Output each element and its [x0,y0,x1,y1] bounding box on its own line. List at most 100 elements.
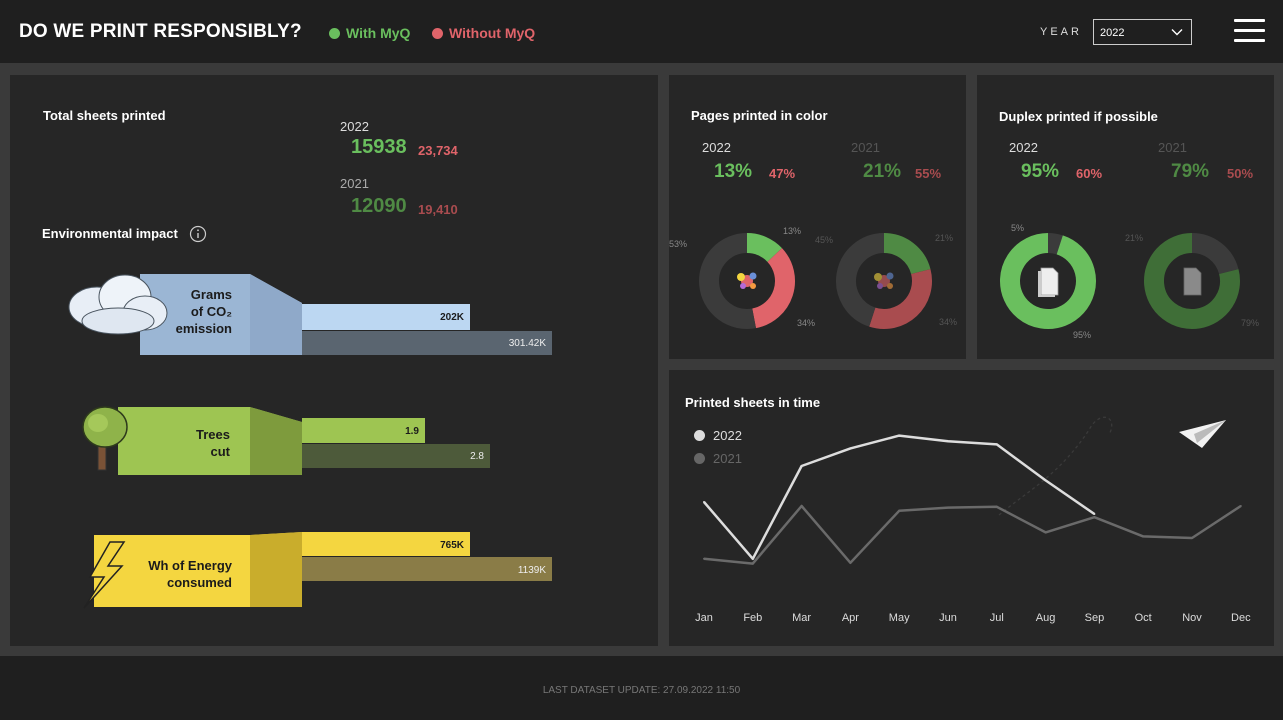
co2-2022-value: 202K [440,312,464,323]
donut-with-segment [883,233,931,275]
header-bar: DO WE PRINT RESPONSIBLY? With MyQ Withou… [0,0,1283,63]
donut-rest-segment [699,233,756,329]
trees-2021-bar [302,444,490,468]
chart-legend-2021[interactable]: 2021 [694,451,742,466]
data-point-2021 [898,509,901,512]
total-year-2021: 2021 [340,176,369,191]
paper-plane-icon [1179,420,1226,448]
x-tick-label: Oct [1135,612,1152,624]
color-2022-left-label: 53% [669,239,688,249]
paint-splash-icon [874,272,894,289]
x-tick-label: Apr [842,612,859,624]
duplex-2022-top-label: 5% [1011,223,1025,233]
duplex-2022-without: 60% [1076,166,1103,181]
co2-connector [250,274,302,355]
trees-label: Trees cut [196,427,230,459]
energy-label: Wh of Energy consumed [148,558,232,590]
x-tick-label: Jan [695,612,713,624]
co2-2021-bar [302,331,552,355]
data-point-2022 [800,465,803,467]
data-point-2022 [1044,479,1047,482]
color-year-2021: 2021 [851,140,880,155]
data-point-2021 [751,562,754,565]
color-year-2022: 2022 [702,140,731,155]
legend-label: With MyQ [346,25,411,41]
legend-dot-icon [432,27,443,39]
data-point-2022 [898,434,901,437]
x-tick-label: Mar [792,612,811,624]
environment-panel: Total sheets printed 2022 15938 23,734 2… [10,75,658,646]
legend-dot-icon [694,453,705,464]
total-sheets-title: Total sheets printed [43,108,166,123]
color-2021-with: 21% [863,161,902,182]
donut-rest-segment [1047,233,1063,255]
total-year-2022: 2022 [340,119,369,134]
donut-without-segment [751,248,795,329]
x-tick-label: Aug [1036,612,1056,624]
duplex-2021-bottom-label: 79% [1241,318,1260,328]
data-point-2021 [1044,531,1047,534]
data-point-2022 [947,440,949,443]
color-2021-left-label: 45% [815,235,834,245]
data-point-2021 [1239,505,1242,507]
legend-dot-icon [329,27,340,39]
duplex-2021-without: 50% [1227,166,1254,181]
document-icon [1038,267,1059,297]
trees-2022-value: 1.9 [405,426,419,437]
color-donuts [699,233,932,329]
total-2022-with: 15938 [351,136,407,158]
data-point-2022 [995,443,998,446]
donut-rest-segment [1191,233,1239,275]
x-tick-label: Feb [743,612,762,624]
color-2022-without: 47% [769,166,796,181]
color-2021-without: 55% [915,166,942,181]
trees-2022-bar [302,418,425,443]
printed-in-time-panel: Printed sheets in time 2022 2021 Jan Feb M… [669,370,1274,646]
color-pages-title: Pages printed in color [691,108,828,123]
x-tick-label: Dec [1231,612,1251,624]
x-tick-label: May [889,612,910,624]
data-point-2021 [703,557,705,560]
donut-with-segment [1000,233,1096,329]
paint-splash-icon [737,272,757,289]
data-point-2021 [1093,516,1096,519]
duplex-year-2022: 2022 [1009,140,1038,155]
data-point-2021 [947,506,949,509]
color-2022-with: 13% [714,161,753,182]
data-point-2021 [800,505,803,507]
environmental-impact-title: Environmental impact [42,226,178,241]
duplex-year-2021: 2021 [1158,140,1187,155]
color-2021-bottom-label: 34% [939,317,958,327]
legend-label: Without MyQ [449,25,536,41]
total-2021-without: 19,410 [418,202,458,217]
color-2022-donut [699,233,795,329]
data-point-2022 [1093,513,1096,515]
x-tick-label: Jun [939,612,957,624]
duplex-2021-top-label: 21% [1125,233,1144,243]
page-title: DO WE PRINT RESPONSIBLY? [19,21,302,42]
legend-with-myq: With MyQ [329,25,410,41]
hamburger-menu-icon[interactable] [1234,19,1265,44]
data-point-2021 [995,505,998,508]
duplex-2021-with: 79% [1171,161,1210,182]
year-value: 2022 [1100,27,1125,39]
data-point-2021 [1191,537,1193,539]
duplex-donuts [1000,233,1240,329]
energy-connector [250,532,302,607]
duplex-title: Duplex printed if possible [999,109,1158,124]
year-dropdown[interactable]: 2022 [1093,19,1192,45]
donut-with-segment [1144,233,1240,329]
data-point-2021 [849,561,852,564]
energy-2021-bar [302,557,552,581]
info-icon[interactable] [189,225,207,243]
data-point-2022 [703,501,705,503]
environmental-bars [68,274,552,609]
series-line-2022 [703,434,1096,561]
energy-2022-bar [302,532,470,556]
trees-2021-value: 2.8 [470,451,484,462]
legend-label: 2021 [713,451,742,466]
trees-connector [250,407,302,475]
donut-without-segment [869,269,932,329]
chart-legend-2022[interactable]: 2022 [694,428,742,443]
duplex-panel: Duplex printed if possible 2022 95% 60% … [977,75,1274,359]
